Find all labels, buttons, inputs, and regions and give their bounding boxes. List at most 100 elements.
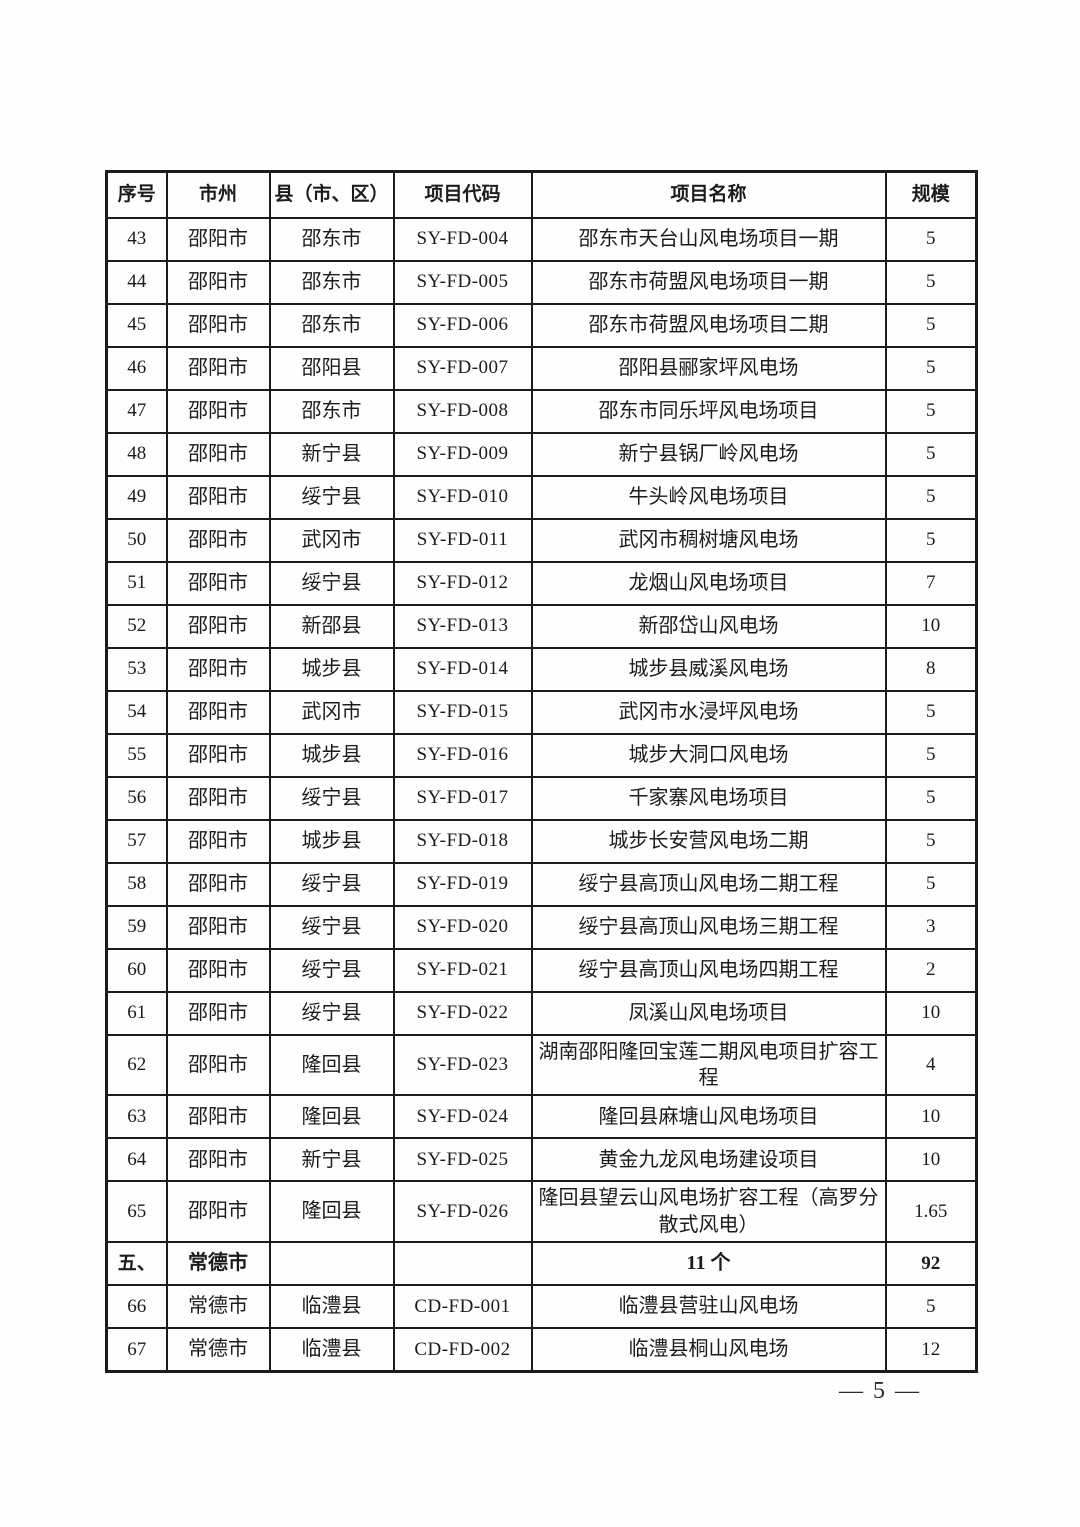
- cell-name: 黄金九龙风电场建设项目: [530, 1137, 887, 1183]
- cell-city: 邵阳市: [165, 517, 271, 563]
- cell-no: 45: [105, 302, 168, 348]
- table-row: 53 邵阳市 城步县 SY-FD-014 城步县威溪风电场 8: [105, 646, 978, 692]
- cell-code: SY-FD-006: [392, 302, 533, 348]
- cell-county: 邵东市: [268, 259, 395, 305]
- cell-scale: 4: [884, 1033, 978, 1097]
- table-row: 59 邵阳市 绥宁县 SY-FD-020 绥宁县高顶山风电场三期工程 3: [105, 904, 978, 950]
- cell-scale: 1.65: [884, 1180, 978, 1244]
- cell-code: SY-FD-021: [392, 947, 533, 993]
- header-project-code: 项目代码: [392, 170, 533, 219]
- cell-city: 邵阳市: [165, 1033, 271, 1097]
- section-row: 五、 常德市 11 个 92: [105, 1241, 978, 1287]
- cell-name: 临澧县桐山风电场: [530, 1327, 887, 1373]
- cell-code: SY-FD-010: [392, 474, 533, 520]
- table-row: 66 常德市 临澧县 CD-FD-001 临澧县营驻山风电场 5: [105, 1284, 978, 1330]
- table-row: 63 邵阳市 隆回县 SY-FD-024 隆回县麻塘山风电场项目 10: [105, 1094, 978, 1140]
- cell-code: SY-FD-015: [392, 689, 533, 735]
- cell-scale: 10: [884, 1094, 978, 1140]
- cell-no: 65: [105, 1180, 168, 1244]
- table-row: 58 邵阳市 绥宁县 SY-FD-019 绥宁县高顶山风电场二期工程 5: [105, 861, 978, 907]
- cell-name: 隆回县麻塘山风电场项目: [530, 1094, 887, 1140]
- cell-county: 隆回县: [268, 1033, 395, 1097]
- cell-no: 62: [105, 1033, 168, 1097]
- cell-city: 邵阳市: [165, 775, 271, 821]
- cell-code: SY-FD-024: [392, 1094, 533, 1140]
- cell-name: 千家寨风电场项目: [530, 775, 887, 821]
- table-row: 52 邵阳市 新邵县 SY-FD-013 新邵岱山风电场 10: [105, 603, 978, 649]
- table-row: 55 邵阳市 城步县 SY-FD-016 城步大洞口风电场 5: [105, 732, 978, 778]
- cell-county: 临澧县: [268, 1284, 395, 1330]
- table-row: 51 邵阳市 绥宁县 SY-FD-012 龙烟山风电场项目 7: [105, 560, 978, 606]
- cell-scale: 10: [884, 990, 978, 1036]
- cell-city: 邵阳市: [165, 818, 271, 864]
- cell-no: 53: [105, 646, 168, 692]
- cell-name: 新宁县锅厂岭风电场: [530, 431, 887, 477]
- cell-scale: 5: [884, 861, 978, 907]
- cell-scale: 5: [884, 474, 978, 520]
- cell-city: 邵阳市: [165, 646, 271, 692]
- cell-name: 湖南邵阳隆回宝莲二期风电项目扩容工程: [530, 1033, 887, 1097]
- cell-name: 新邵岱山风电场: [530, 603, 887, 649]
- cell-scale: 8: [884, 646, 978, 692]
- table-body: 43 邵阳市 邵东市 SY-FD-004 邵东市天台山风电场项目一期 5 44 邵阳市 邵东市 S…: [105, 216, 978, 1373]
- table-row: 47 邵阳市 邵东市 SY-FD-008 邵东市同乐坪风电场项目 5: [105, 388, 978, 434]
- cell-code: SY-FD-013: [392, 603, 533, 649]
- cell-county: 新邵县: [268, 603, 395, 649]
- cell-name: 城步长安营风电场二期: [530, 818, 887, 864]
- cell-no: 63: [105, 1094, 168, 1140]
- cell-county: 绥宁县: [268, 990, 395, 1036]
- table-row: 48 邵阳市 新宁县 SY-FD-009 新宁县锅厂岭风电场 5: [105, 431, 978, 477]
- table-row: 43 邵阳市 邵东市 SY-FD-004 邵东市天台山风电场项目一期 5: [105, 216, 978, 262]
- cell-county: 武冈市: [268, 517, 395, 563]
- cell-scale: 5: [884, 345, 978, 391]
- cell-code: SY-FD-018: [392, 818, 533, 864]
- cell-code: SY-FD-020: [392, 904, 533, 950]
- cell-name: 邵东市荷盟风电场项目一期: [530, 259, 887, 305]
- cell-county: 武冈市: [268, 689, 395, 735]
- cell-scale: 5: [884, 517, 978, 563]
- cell-city: 邵阳市: [165, 216, 271, 262]
- cell-city: 常德市: [165, 1327, 271, 1373]
- cell-county: 隆回县: [268, 1180, 395, 1244]
- cell-scale: 7: [884, 560, 978, 606]
- cell-city: 邵阳市: [165, 904, 271, 950]
- cell-no: 58: [105, 861, 168, 907]
- table-row: 54 邵阳市 武冈市 SY-FD-015 武冈市水浸坪风电场 5: [105, 689, 978, 735]
- cell-county: 邵东市: [268, 216, 395, 262]
- cell-name: 城步县威溪风电场: [530, 646, 887, 692]
- cell-county: 城步县: [268, 646, 395, 692]
- cell-county: [268, 1241, 395, 1287]
- cell-city: 邵阳市: [165, 388, 271, 434]
- table-row: 46 邵阳市 邵阳县 SY-FD-007 邵阳县郦家坪风电场 5: [105, 345, 978, 391]
- cell-no: 48: [105, 431, 168, 477]
- table-header: 序号 市州 县（市、区） 项目代码 项目名称 规模: [105, 170, 978, 219]
- cell-city: 邵阳市: [165, 431, 271, 477]
- cell-city: 邵阳市: [165, 1180, 271, 1244]
- cell-city: 邵阳市: [165, 732, 271, 778]
- cell-county: 新宁县: [268, 431, 395, 477]
- cell-city: 邵阳市: [165, 990, 271, 1036]
- cell-code: SY-FD-026: [392, 1180, 533, 1244]
- cell-code: [392, 1241, 533, 1287]
- cell-no: 51: [105, 560, 168, 606]
- table-row: 57 邵阳市 城步县 SY-FD-018 城步长安营风电场二期 5: [105, 818, 978, 864]
- header-project-name: 项目名称: [530, 170, 887, 219]
- cell-name: 邵阳县郦家坪风电场: [530, 345, 887, 391]
- cell-scale: 2: [884, 947, 978, 993]
- cell-code: SY-FD-023: [392, 1033, 533, 1097]
- cell-no: 61: [105, 990, 168, 1036]
- cell-name: 龙烟山风电场项目: [530, 560, 887, 606]
- cell-code: SY-FD-025: [392, 1137, 533, 1183]
- cell-city: 邵阳市: [165, 1137, 271, 1183]
- cell-name: 11 个: [530, 1241, 887, 1287]
- cell-no: 43: [105, 216, 168, 262]
- cell-county: 隆回县: [268, 1094, 395, 1140]
- cell-scale: 5: [884, 1284, 978, 1330]
- table-row: 67 常德市 临澧县 CD-FD-002 临澧县桐山风电场 12: [105, 1327, 978, 1373]
- cell-no: 66: [105, 1284, 168, 1330]
- cell-code: SY-FD-019: [392, 861, 533, 907]
- cell-code: SY-FD-004: [392, 216, 533, 262]
- cell-city: 邵阳市: [165, 259, 271, 305]
- cell-no: 44: [105, 259, 168, 305]
